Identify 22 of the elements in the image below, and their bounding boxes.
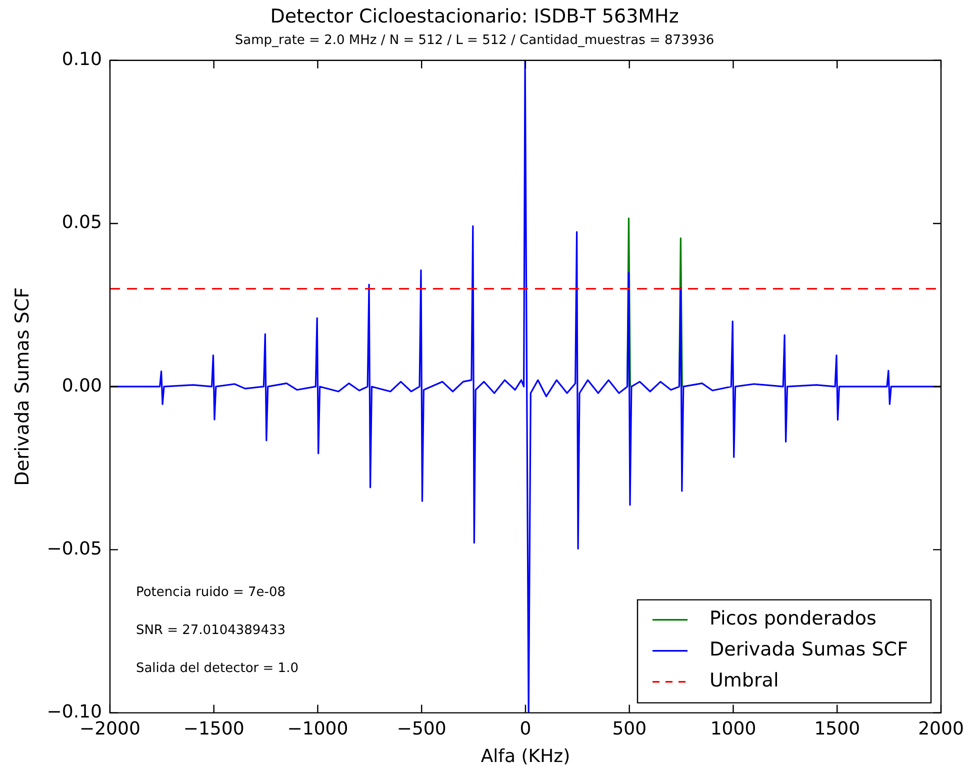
y-tick-label: 0.10 (62, 49, 102, 70)
legend-label: Picos ponderados (710, 608, 876, 630)
x-tick-label: 500 (612, 718, 647, 740)
y-axis-title: Derivada Sumas SCF (11, 287, 34, 486)
y-tick-label: −0.05 (46, 538, 102, 560)
x-tick-label: −500 (396, 718, 446, 740)
annotation: Potencia ruido = 7e-08 (136, 585, 286, 600)
y-tick-label: 0.05 (62, 212, 102, 234)
x-tick-label: 0 (520, 718, 532, 740)
x-tick-label: 1000 (710, 718, 756, 740)
y-tick-label: 0.00 (62, 375, 102, 396)
annotation: SNR = 27.0104389433 (136, 623, 286, 638)
x-tick-label: −1500 (183, 718, 244, 740)
x-tick-label: −1000 (287, 718, 348, 740)
chart-subtitle: Samp_rate = 2.0 MHz / N = 512 / L = 512 / Cantidad_muestras = 873936 (234, 32, 714, 48)
legend-label: Umbral (710, 670, 779, 692)
chart-title: Detector Cicloestacionario: ISDB-T 563MHz (270, 5, 679, 28)
annotation: Salida del detector = 1.0 (136, 661, 298, 676)
x-axis-title: Alfa (KHz) (480, 746, 570, 767)
x-tick-label: 2000 (918, 718, 964, 740)
legend-label: Derivada Sumas SCF (710, 638, 908, 661)
x-tick-label: 1500 (814, 718, 860, 740)
